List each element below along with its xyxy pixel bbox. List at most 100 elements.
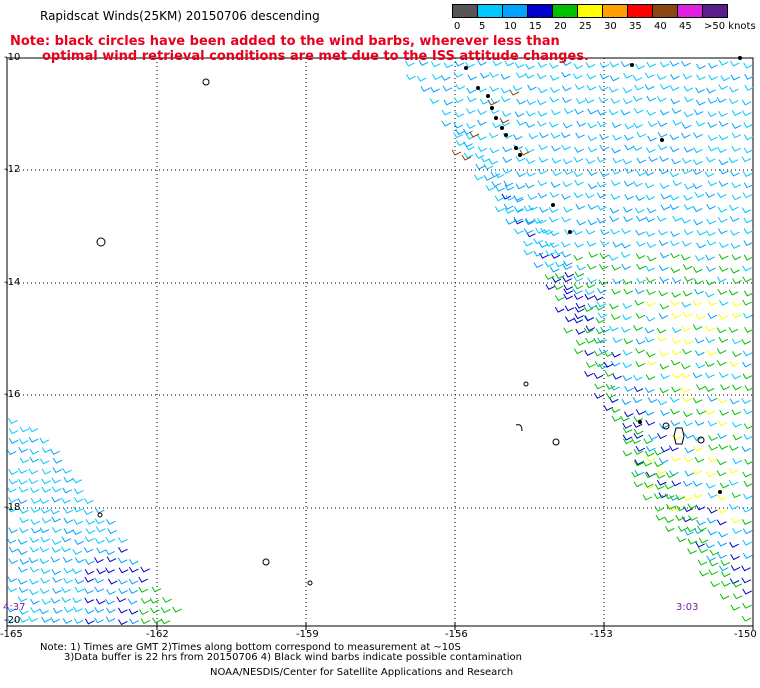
wind-barb: [656, 215, 667, 222]
wind-barb: [622, 349, 633, 356]
wind-barb: [612, 157, 623, 164]
wind-barb: [659, 350, 670, 357]
wind-barb: [50, 508, 60, 515]
wind-barb: [494, 172, 505, 179]
wind-barb: [720, 560, 731, 567]
wind-barb: [533, 262, 544, 269]
wind-barb: [696, 74, 706, 81]
wind-barb: [550, 132, 561, 139]
wind-barb: [635, 347, 645, 354]
wind-barb: [488, 158, 499, 165]
wind-barb: [741, 506, 752, 513]
wind-barb: [533, 250, 544, 257]
wind-barb: [623, 288, 634, 295]
wind-barb: [653, 493, 664, 500]
legend-swatch: [677, 4, 703, 18]
wind-barb: [742, 299, 752, 306]
lat-label: -10: [4, 52, 21, 63]
wind-barb: [575, 98, 586, 105]
wind-barb: [635, 253, 646, 260]
wind-barb: [8, 558, 18, 565]
wind-barb: [116, 596, 126, 603]
wind-barb: [514, 196, 524, 203]
wind-barb: [647, 359, 657, 366]
legend-tick-label: 10: [504, 21, 517, 32]
flag-dot: [638, 420, 642, 424]
flag-dot: [630, 63, 634, 67]
wind-barb: [670, 231, 680, 237]
footer-credit: NOAA/NESDIS/Center for Satellite Applica…: [210, 667, 514, 678]
wind-barb: [575, 132, 585, 139]
wind-barb: [587, 203, 598, 210]
wind-barb: [656, 74, 667, 81]
wind-barb: [17, 538, 28, 545]
wind-barb: [657, 229, 668, 236]
wind-barb: [564, 108, 574, 115]
wind-barb: [544, 274, 555, 280]
wind-barb: [704, 291, 715, 298]
wind-barb: [587, 170, 598, 176]
wind-barb: [693, 445, 703, 452]
wind-barb: [28, 616, 38, 623]
wind-barb: [416, 75, 427, 82]
wind-barb: [609, 61, 620, 68]
wind-barb: [105, 567, 115, 574]
wind-barb: [477, 109, 487, 115]
wind-barb: [719, 299, 729, 306]
wind-barb: [622, 422, 632, 429]
wind-barb: [646, 255, 657, 262]
wind-barb: [140, 597, 151, 604]
wind-barb: [669, 134, 680, 141]
wind-barb-contaminated: [469, 131, 480, 138]
wind-barb: [633, 122, 643, 129]
wind-barb: [526, 110, 536, 117]
wind-barb: [743, 240, 754, 247]
wind-barb: [575, 203, 586, 210]
wind-barb: [660, 409, 670, 416]
wind-barb: [549, 266, 560, 273]
wind-barb: [669, 445, 679, 452]
wind-barb: [563, 284, 574, 291]
wind-barb: [533, 217, 544, 224]
wind-barb: [28, 478, 39, 485]
wind-barb: [717, 433, 727, 440]
wind-barb: [593, 350, 604, 357]
wind-barb: [621, 228, 631, 235]
legend-tick-label: 40: [654, 21, 667, 32]
wind-barb: [718, 159, 729, 166]
wind-barb: [682, 264, 693, 271]
wind-barb: [85, 528, 96, 535]
wind-barb: [6, 606, 17, 613]
wind-barb: [83, 509, 93, 516]
wind-barb: [645, 230, 656, 237]
island-outline: [697, 436, 705, 444]
wind-barb: [85, 518, 96, 525]
wind-barb: [564, 271, 575, 278]
wind-barb: [645, 216, 655, 223]
wind-barb: [635, 361, 645, 368]
wind-barb: [706, 471, 716, 478]
wind-barb: [671, 108, 682, 114]
wind-barb: [95, 507, 105, 514]
wind-barb: [656, 327, 667, 334]
wind-barb: [524, 182, 535, 189]
wind-barb: [586, 84, 597, 91]
wind-barb: [18, 608, 29, 615]
wind-barb: [149, 597, 160, 604]
wind-barb: [704, 361, 715, 368]
wind-barb: [620, 109, 631, 116]
wind-barb: [658, 457, 669, 464]
wind-barb: [705, 156, 716, 163]
wind-barb: [718, 443, 729, 450]
map-title: Rapidscat Winds(25KM) 20150706 descendin…: [40, 9, 320, 23]
wind-barb: [696, 384, 706, 391]
wind-barb: [731, 312, 742, 319]
wind-barb: [697, 525, 707, 532]
wind-barb: [118, 537, 128, 544]
wind-barb: [553, 284, 564, 290]
wind-barb: [671, 158, 681, 165]
island-outline: [262, 558, 270, 566]
wind-barb: [61, 596, 72, 603]
wind-barb: [584, 350, 594, 356]
wind-barb: [477, 119, 487, 126]
